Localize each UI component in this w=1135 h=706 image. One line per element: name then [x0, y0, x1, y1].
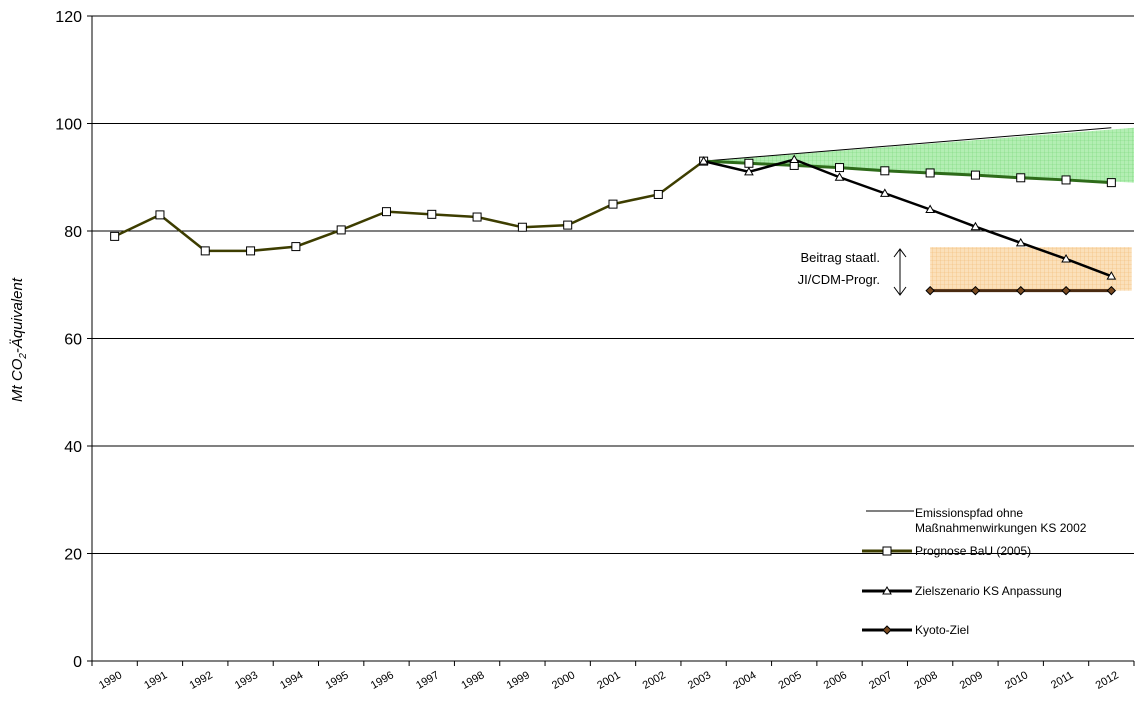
legend-label-zielszenario: Zielszenario KS Anpassung: [915, 584, 1062, 598]
y-tick-label: 40: [64, 439, 82, 456]
data-point-kyoto: [1016, 285, 1026, 296]
x-tick-label: 2007: [867, 669, 894, 692]
series-line-prognose-history: [114, 160, 705, 253]
y-tick-label: 80: [64, 224, 82, 241]
x-tick-label: 1995: [323, 669, 350, 692]
legend-label-kyoto: Kyoto-Ziel: [915, 623, 969, 637]
data-point-prognose: [427, 209, 437, 219]
data-point-zielszenario: [1061, 253, 1071, 263]
x-tick-label: 2010: [1003, 669, 1030, 692]
data-point-prognose: [880, 166, 890, 176]
data-point-zielszenario: [1015, 237, 1026, 247]
data-point-prognose: [1106, 178, 1116, 188]
x-tick-label: 2000: [550, 669, 577, 692]
data-point-kyoto: [1061, 285, 1071, 296]
axes: 0 20 40 60 80 100 120 1990 1991 1992 1993 1994 1995 1…: [55, 9, 1135, 692]
annotation: Beitrag staatl. JI/CDM-Progr.: [798, 248, 907, 296]
data-point-zielszenario: [970, 221, 981, 231]
data-point-zielszenario: [834, 172, 845, 181]
x-tick-label: 2001: [595, 669, 622, 692]
legend-marker-kyoto: [882, 625, 892, 635]
data-point-prognose: [653, 189, 663, 199]
shaded-areas: [703, 127, 1134, 291]
data-point-prognose: [835, 163, 845, 173]
x-tick-label: 1999: [505, 669, 532, 692]
data-point-prognose: [246, 246, 256, 256]
series-line-emissionspfad: [703, 127, 1112, 162]
legend: Emissionspfad ohne Maßnahmenwirkungen KS…: [862, 506, 1087, 637]
x-tick-label: 2005: [777, 669, 804, 692]
y-tick-label: 120: [55, 9, 82, 26]
data-point-zielszenario: [789, 154, 800, 164]
x-tick-label: 2006: [822, 669, 849, 692]
data-point-prognose: [517, 222, 527, 232]
x-tick-label: 2002: [641, 669, 668, 692]
y-tick-label: 20: [64, 547, 82, 564]
x-tick-label: 2003: [686, 669, 713, 692]
legend-label-prognose: Prognose BaU (2005): [915, 544, 1031, 558]
data-point-prognose: [200, 246, 210, 256]
data-point-kyoto: [925, 285, 935, 296]
x-tick-label: 1994: [278, 669, 305, 692]
series-line-prognose-forecast: [703, 159, 1112, 185]
legend-marker-prognose: [882, 546, 892, 556]
x-tick-label: 2012: [1094, 669, 1121, 692]
data-point-prognose: [381, 207, 391, 217]
legend-marker-zielszenario: [882, 585, 892, 595]
y-axis-label-sub: 2: [18, 353, 29, 360]
y-tick-label: 60: [64, 332, 82, 349]
y-tick-label: 0: [73, 654, 82, 671]
legend-label-emissionspfad-2: Maßnahmenwirkungen KS 2002: [915, 521, 1087, 535]
y-tick-label: 100: [55, 117, 82, 134]
annotation-line-1: Beitrag staatl.: [801, 250, 881, 265]
annotation-line-2: JI/CDM-Progr.: [798, 272, 880, 287]
data-point-zielszenario: [744, 166, 754, 176]
y-axis-label-main: Mt CO: [9, 358, 26, 402]
x-tick-label: 1991: [142, 669, 169, 692]
data-point-prognose: [925, 168, 935, 178]
series: [110, 127, 1117, 296]
x-tick-label: 1993: [233, 669, 260, 692]
x-tick-label: 2004: [731, 669, 758, 692]
data-point-prognose: [155, 210, 165, 220]
data-point-kyoto: [970, 285, 981, 296]
data-point-zielszenario: [925, 204, 935, 213]
shaded-area-green-gap: [703, 127, 1134, 183]
x-tick-label: 2008: [912, 669, 939, 692]
x-tick-label: 1990: [97, 669, 124, 692]
data-point-prognose: [472, 212, 482, 222]
x-tick-label: 1992: [188, 669, 215, 692]
data-point-kyoto: [1106, 285, 1117, 296]
annotation-arrowhead-down: [893, 286, 907, 296]
x-tick-label: 1998: [459, 669, 486, 692]
data-point-prognose: [608, 199, 618, 209]
data-point-prognose: [1061, 175, 1071, 185]
data-point-prognose: [1016, 173, 1026, 183]
data-point-zielszenario: [1106, 271, 1117, 280]
gridlines: [92, 15, 1134, 554]
annotation-arrowhead-up: [893, 248, 907, 258]
data-point-prognose: [110, 231, 120, 241]
data-point-prognose: [563, 220, 573, 230]
y-axis-label: Mt CO2-Äquivalent: [9, 277, 29, 402]
y-axis-label-rest: -Äquivalent: [9, 277, 26, 353]
x-tick-label: 2009: [958, 669, 985, 692]
data-point-prognose: [291, 242, 301, 252]
x-tick-label: 1996: [369, 669, 396, 692]
data-point-zielszenario: [879, 188, 890, 197]
data-point-zielszenario: [698, 156, 709, 165]
x-tick-label: 1997: [414, 669, 441, 692]
data-point-prognose: [336, 225, 346, 235]
series-line-zielszenario: [703, 158, 1112, 278]
data-point-prognose: [970, 170, 980, 180]
x-tick-label: 2011: [1049, 669, 1075, 691]
legend-label-emissionspfad-1: Emissionspfad ohne: [915, 506, 1023, 520]
data-point-prognose: [744, 158, 754, 168]
shaded-area-orange-jicdm: [930, 247, 1132, 291]
